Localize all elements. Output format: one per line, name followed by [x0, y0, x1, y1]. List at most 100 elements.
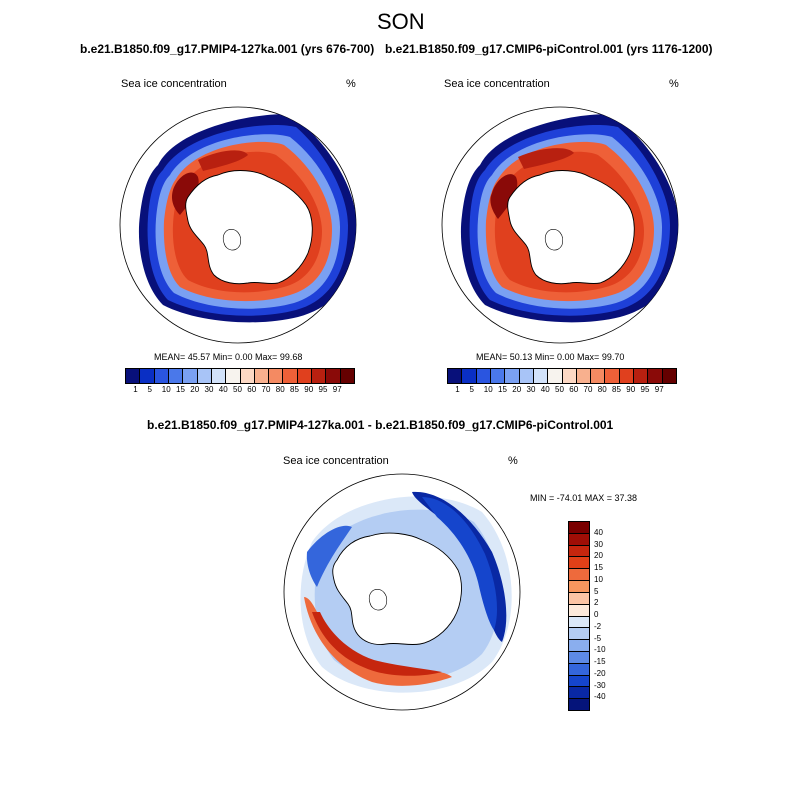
colorbar-left-labels: 1 5 10 15 20 30 40 50 60 70 80 85 90 95 97	[125, 385, 353, 397]
panel-left-subtitle: b.e21.B1850.f09_g17.PMIP4-127ka.001 (yrs…	[80, 42, 375, 56]
colorbar-left-swatch	[153, 369, 168, 383]
colorbar-diff-swatch	[569, 674, 589, 687]
colorbar-left-swatch	[253, 369, 269, 383]
colorbar-right-swatch	[604, 369, 619, 383]
colorbar-left-tick-label: 40	[218, 385, 228, 394]
panel-right-unit-label: %	[669, 78, 679, 90]
colorbar-right-tick-label: 95	[640, 385, 650, 394]
colorbar-right-swatch	[575, 369, 591, 383]
colorbar-left	[125, 368, 355, 384]
colorbar-right-tick-label: 70	[583, 385, 593, 394]
colorbar-left-tick-label: 60	[247, 385, 257, 394]
colorbar-diff-swatch	[569, 615, 589, 628]
diff-panel-subtitle: b.e21.B1850.f09_g17.PMIP4-127ka.001 - b.…	[147, 418, 614, 432]
colorbar-right-tick-label: 5	[469, 385, 474, 394]
colorbar-left-tick-label: 70	[261, 385, 271, 394]
colorbar-left-swatch	[126, 369, 140, 383]
colorbar-right-tick-label: 97	[654, 385, 664, 394]
diff-panel-variable-label: Sea ice concentration	[283, 455, 389, 467]
colorbar-left-swatch	[268, 369, 283, 383]
colorbar-diff-tick-label: 40	[594, 527, 603, 537]
colorbar-right-tick-label: 85	[612, 385, 621, 394]
colorbar-right-swatch	[461, 369, 476, 383]
colorbar-diff-swatch	[569, 544, 589, 557]
panel-left-stats: MEAN= 45.57 Min= 0.00 Max= 99.68	[154, 352, 303, 362]
colorbar-right-tick-label: 40	[540, 385, 550, 394]
colorbar-diff-tick-label: 2	[594, 598, 599, 608]
colorbar-diff-swatch	[569, 556, 589, 569]
polar-map-right	[441, 106, 679, 344]
colorbar-left-tick-label: 80	[275, 385, 285, 394]
colorbar-diff-swatch	[569, 698, 589, 710]
colorbar-right-tick-label: 10	[483, 385, 493, 394]
colorbar-right-tick-label: 80	[597, 385, 607, 394]
panel-right-subtitle: b.e21.B1850.f09_g17.CMIP6-piControl.001 …	[385, 42, 713, 56]
colorbar-right-swatch	[618, 369, 634, 383]
colorbar-right-tick-label: 15	[498, 385, 507, 394]
colorbar-left-swatch	[225, 369, 240, 383]
polar-map-difference	[283, 473, 521, 711]
colorbar-left-tick-label: 20	[190, 385, 200, 394]
colorbar-diff-tick-label: 15	[594, 563, 603, 572]
colorbar-left-tick-label: 97	[332, 385, 342, 394]
colorbar-diff	[568, 521, 590, 711]
colorbar-left-tick-label: 5	[147, 385, 152, 394]
colorbar-right-tick-label: 30	[526, 385, 536, 394]
colorbar-diff-tick-label: -20	[594, 668, 606, 678]
colorbar-right-tick-label: 50	[555, 385, 564, 394]
colorbar-right-swatch	[661, 369, 676, 383]
colorbar-diff-tick-label: 5	[594, 586, 599, 596]
colorbar-diff-tick-label: -2	[594, 621, 602, 631]
colorbar-diff-tick-label: 20	[594, 551, 603, 561]
colorbar-diff-tick-label: -10	[594, 645, 606, 655]
panel-left-unit-label: %	[346, 78, 356, 90]
panel-right-variable-label: Sea ice concentration	[444, 78, 550, 90]
colorbar-right-swatch	[590, 369, 605, 383]
colorbar-right-tick-label: 1	[455, 385, 460, 394]
panel-left-variable-label: Sea ice concentration	[121, 78, 227, 90]
colorbar-left-tick-label: 1	[133, 385, 138, 394]
colorbar-left-swatch	[139, 369, 154, 383]
diff-panel-minmax: MIN = -74.01 MAX = 37.38	[530, 493, 638, 503]
colorbar-diff-swatch	[569, 603, 589, 616]
colorbar-left-tick-label: 10	[161, 385, 171, 394]
colorbar-right-labels: 1 5 10 15 20 30 40 50 60 70 80 85 90 95 97	[447, 385, 675, 397]
colorbar-right-tick-label: 60	[569, 385, 579, 394]
colorbar-right-swatch	[518, 369, 533, 383]
colorbar-left-swatch	[339, 369, 354, 383]
colorbar-diff-swatch	[569, 627, 589, 640]
colorbar-diff-swatch	[569, 639, 589, 651]
colorbar-left-swatch	[296, 369, 312, 383]
colorbar-left-tick-label: 85	[290, 385, 299, 394]
colorbar-diff-tick-label: 0	[594, 610, 599, 619]
colorbar-right-swatch	[647, 369, 662, 383]
colorbar-right-swatch	[547, 369, 562, 383]
colorbar-diff-swatch	[569, 662, 589, 675]
colorbar-right-swatch	[532, 369, 548, 383]
colorbar-left-tick-label: 50	[233, 385, 242, 394]
colorbar-left-swatch	[282, 369, 297, 383]
colorbar-right-swatch	[504, 369, 519, 383]
colorbar-diff-labels: 40 30 20 15 10 5 2 0 -2 -5 -10 -15 -20 -30 -40	[594, 521, 634, 709]
colorbar-right-tick-label: 20	[512, 385, 522, 394]
colorbar-left-swatch	[196, 369, 211, 383]
panel-right-stats: MEAN= 50.13 Min= 0.00 Max= 99.70	[476, 352, 625, 362]
diff-panel-unit-label: %	[508, 455, 518, 467]
colorbar-diff-tick-label: 30	[594, 539, 603, 549]
colorbar-left-swatch	[182, 369, 197, 383]
colorbar-diff-swatch	[569, 591, 589, 604]
colorbar-left-swatch	[325, 369, 340, 383]
colorbar-left-tick-label: 15	[176, 385, 185, 394]
colorbar-right-swatch	[633, 369, 648, 383]
colorbar-diff-swatch	[569, 650, 589, 663]
colorbar-right-swatch	[448, 369, 462, 383]
colorbar-right-swatch	[489, 369, 505, 383]
colorbar-right-tick-label: 90	[626, 385, 636, 394]
colorbar-diff-tick-label: 10	[594, 574, 603, 584]
colorbar-right	[447, 368, 677, 384]
colorbar-left-tick-label: 95	[318, 385, 328, 394]
colorbar-diff-tick-label: -15	[594, 657, 606, 666]
colorbar-left-tick-label: 30	[204, 385, 214, 394]
colorbar-diff-swatch	[569, 522, 589, 533]
polar-map-left	[119, 106, 357, 344]
